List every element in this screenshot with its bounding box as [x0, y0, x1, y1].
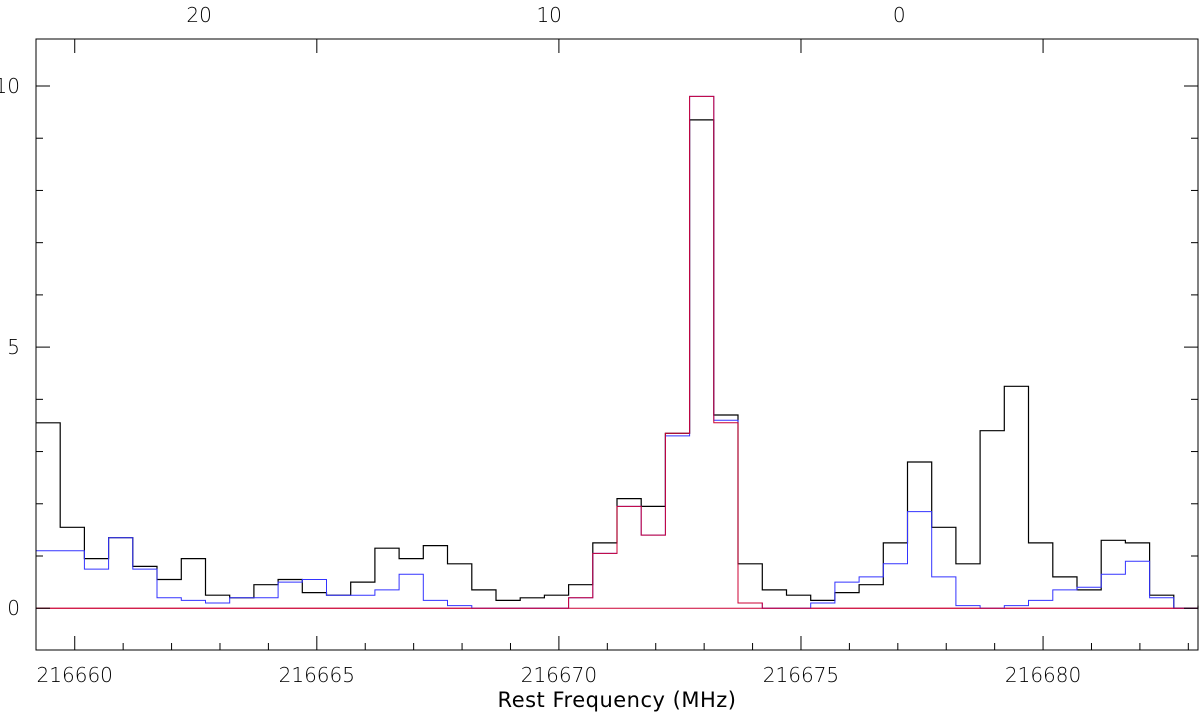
- x-axis-title: Rest Frequency (MHz): [498, 688, 737, 712]
- x-tick-label: 216660: [37, 663, 113, 687]
- labels-layer: 216660 216665 216670 216675 216680 20 10 0 0 5 10: [0, 3, 1081, 687]
- x-tick-label: 216665: [279, 663, 355, 687]
- top-tick-label: 0: [893, 3, 906, 27]
- x-tick-label: 216680: [1005, 663, 1081, 687]
- top-tick-label: 20: [186, 3, 211, 27]
- y-tick-label: 10: [0, 74, 20, 98]
- series-layer: [36, 95, 1199, 609]
- plot-frame: [35, 38, 1199, 651]
- x-tick-label: 216675: [763, 663, 839, 687]
- x-tick-label: 216670: [521, 663, 597, 687]
- ticks-layer: [36, 39, 1198, 650]
- series-line-3: [36, 95, 1198, 609]
- top-tick-label: 10: [536, 3, 561, 27]
- y-tick-label: 0: [7, 596, 20, 620]
- y-tick-label: 5: [7, 335, 20, 359]
